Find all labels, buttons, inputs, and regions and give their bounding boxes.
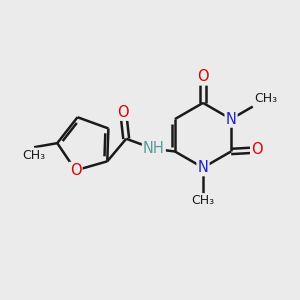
Text: CH₃: CH₃ xyxy=(254,92,277,105)
Text: O: O xyxy=(117,105,129,120)
Text: O: O xyxy=(70,163,82,178)
Text: NH: NH xyxy=(143,141,165,156)
Text: O: O xyxy=(197,70,209,85)
Text: N: N xyxy=(198,160,208,175)
Text: CH₃: CH₃ xyxy=(191,194,214,207)
Text: N: N xyxy=(226,112,236,127)
Text: CH₃: CH₃ xyxy=(22,149,46,162)
Text: O: O xyxy=(251,142,263,158)
